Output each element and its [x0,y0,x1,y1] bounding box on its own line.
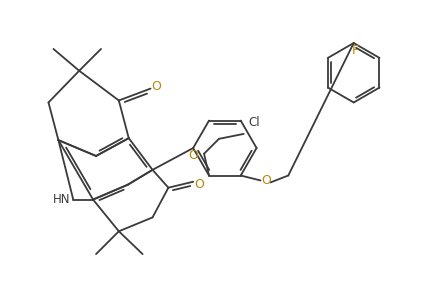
Text: O: O [261,174,272,187]
Text: Cl: Cl [249,116,261,129]
Text: F: F [352,45,359,57]
Text: O: O [188,149,198,162]
Text: O: O [194,178,204,191]
Text: O: O [152,80,161,93]
Text: HN: HN [53,193,70,206]
